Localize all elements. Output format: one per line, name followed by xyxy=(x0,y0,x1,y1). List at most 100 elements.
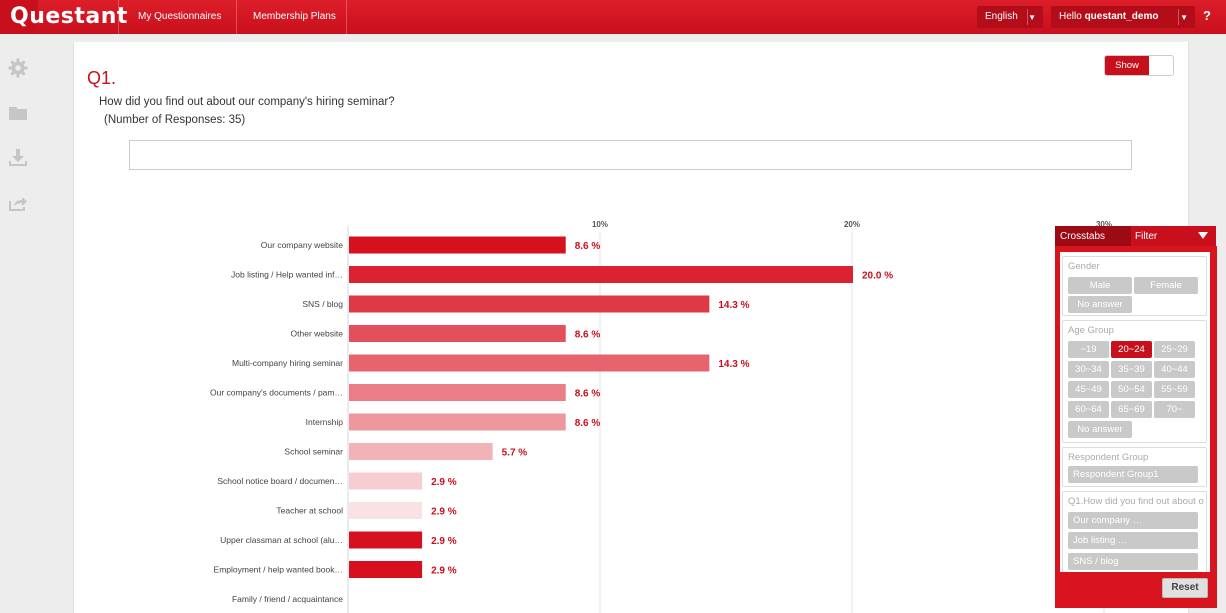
folder-icon[interactable] xyxy=(7,103,29,123)
tick-label: 10% xyxy=(592,220,608,229)
filter-group-gender: Gender Male Female No answer xyxy=(1062,256,1207,316)
category-label: School seminar xyxy=(284,447,343,457)
chip-age[interactable]: 55~59 xyxy=(1154,381,1195,398)
tick-label: 20% xyxy=(844,220,860,229)
chip-q1-option[interactable]: Job listing … xyxy=(1068,532,1198,549)
nav-divider xyxy=(118,0,119,34)
dropdown-divider xyxy=(1027,9,1028,25)
left-rail xyxy=(0,34,36,613)
caret-down-icon xyxy=(1198,232,1208,239)
gear-icon[interactable] xyxy=(7,58,29,78)
greeting-prefix: Hello xyxy=(1059,11,1082,22)
category-label: Teacher at school xyxy=(276,506,343,516)
response-count: (Number of Responses: 35) xyxy=(104,114,246,126)
show-toggle-label: Show xyxy=(1105,56,1149,75)
category-label: School notice board / documen… xyxy=(217,476,343,486)
comment-box[interactable] xyxy=(129,140,1132,170)
value-label: 5.7 % xyxy=(502,448,528,459)
filter-panel: Gender Male Female No answer Age Group ~… xyxy=(1055,246,1217,608)
category-label: Upper classman at school (alu… xyxy=(220,535,343,545)
category-label: Employment / help wanted book… xyxy=(214,565,343,575)
bar[interactable] xyxy=(349,325,566,342)
bar[interactable] xyxy=(349,266,853,283)
bar[interactable] xyxy=(349,561,423,578)
language-value: English xyxy=(985,11,1018,22)
tick-label: 30% xyxy=(1096,220,1112,229)
filter-group-label: Respondent Group xyxy=(1068,452,1149,463)
value-label: 20.0 % xyxy=(862,271,893,282)
filter-scroll-area[interactable]: Gender Male Female No answer Age Group ~… xyxy=(1060,252,1210,572)
show-toggle[interactable]: Show xyxy=(1104,55,1174,76)
category-label: Our company's documents / pam… xyxy=(210,388,343,398)
bar[interactable] xyxy=(349,443,493,460)
category-label: Job listing / Help wanted inf… xyxy=(231,270,343,280)
chip-age-selected[interactable]: 20~24 xyxy=(1111,341,1152,358)
chip-age[interactable]: 40~44 xyxy=(1154,361,1195,378)
language-select[interactable]: English ▼ xyxy=(977,6,1043,28)
download-icon[interactable] xyxy=(7,148,29,168)
bar[interactable] xyxy=(349,472,423,490)
filter-group-q1: Q1.How did you find out about o Our comp… xyxy=(1062,491,1207,572)
logo[interactable]: Questant xyxy=(10,4,128,29)
chip-gender-male[interactable]: Male xyxy=(1068,277,1132,294)
main-panel xyxy=(73,42,1189,613)
filter-group-label: Gender xyxy=(1068,261,1100,272)
filter-group-label: Q1.How did you find out about o xyxy=(1068,496,1204,507)
chip-gender-female[interactable]: Female xyxy=(1134,277,1198,294)
value-label: 14.3 % xyxy=(718,300,749,311)
nav-divider xyxy=(346,0,347,34)
bar[interactable] xyxy=(349,502,423,519)
bar[interactable] xyxy=(349,413,566,431)
value-label: 14.3 % xyxy=(718,359,749,370)
bar[interactable] xyxy=(349,354,710,372)
chip-q1-option[interactable]: Our company … xyxy=(1068,512,1198,529)
category-label: Family / friend / acquaintance xyxy=(232,594,343,604)
tab-filter-label: Filter xyxy=(1135,231,1158,242)
value-label: 8.6 % xyxy=(575,389,601,400)
reset-button[interactable]: Reset xyxy=(1162,578,1208,598)
nav-membership-plans[interactable]: Membership Plans xyxy=(253,11,336,22)
chip-age[interactable]: 25~29 xyxy=(1154,341,1195,358)
filter-group-label: Age Group xyxy=(1068,325,1114,336)
value-label: 2.9 % xyxy=(431,566,457,577)
chip-gender-no-answer[interactable]: No answer xyxy=(1068,296,1132,313)
logo-badge xyxy=(0,0,38,40)
chip-respondent-group[interactable]: Respondent Group1 xyxy=(1068,466,1198,483)
bar[interactable] xyxy=(349,295,710,313)
tab-filter[interactable]: Filter xyxy=(1131,226,1216,246)
chevron-down-icon: ▼ xyxy=(1180,13,1188,22)
bar[interactable] xyxy=(349,236,566,254)
category-label: Multi-company hiring seminar xyxy=(232,358,343,368)
category-label: Our company website xyxy=(261,240,343,250)
chip-age[interactable]: ~19 xyxy=(1068,341,1109,358)
username: questant_demo xyxy=(1084,11,1159,22)
chip-age[interactable]: 65~69 xyxy=(1111,401,1152,418)
question-number: Q1. xyxy=(87,68,117,88)
value-label: 8.6 % xyxy=(575,330,601,341)
chip-age[interactable]: 70~ xyxy=(1154,401,1195,418)
chip-age-no-answer[interactable]: No answer xyxy=(1068,421,1132,438)
chip-age[interactable]: 35~39 xyxy=(1111,361,1152,378)
filter-group-age: Age Group ~19 20~24 25~29 30~34 35~39 40… xyxy=(1062,320,1207,443)
user-menu[interactable]: Hello questant_demo ▼ xyxy=(1051,6,1195,28)
chip-age[interactable]: 60~64 xyxy=(1068,401,1109,418)
tab-crosstabs[interactable]: Crosstabs xyxy=(1055,226,1131,246)
value-label: 2.9 % xyxy=(431,507,457,518)
category-label: Internship xyxy=(306,417,344,427)
top-bar: Questant My Questionnaires Membership Pl… xyxy=(0,0,1226,40)
chevron-down-icon: ▼ xyxy=(1028,13,1036,22)
bar[interactable] xyxy=(349,384,566,401)
help-button[interactable]: ? xyxy=(1203,8,1211,23)
value-label: 2.9 % xyxy=(431,477,457,488)
nav-my-questionnaires[interactable]: My Questionnaires xyxy=(138,11,222,22)
chip-age[interactable]: 50~54 xyxy=(1111,381,1152,398)
chip-q1-option[interactable]: SNS / blog xyxy=(1068,553,1198,570)
value-label: 2.9 % xyxy=(431,536,457,547)
share-icon[interactable] xyxy=(7,193,29,213)
chip-age[interactable]: 45~49 xyxy=(1068,381,1109,398)
value-label: 8.6 % xyxy=(575,418,601,429)
question-text: How did you find out about our company's… xyxy=(99,96,395,108)
chip-age[interactable]: 30~34 xyxy=(1068,361,1109,378)
bar[interactable] xyxy=(349,531,423,549)
